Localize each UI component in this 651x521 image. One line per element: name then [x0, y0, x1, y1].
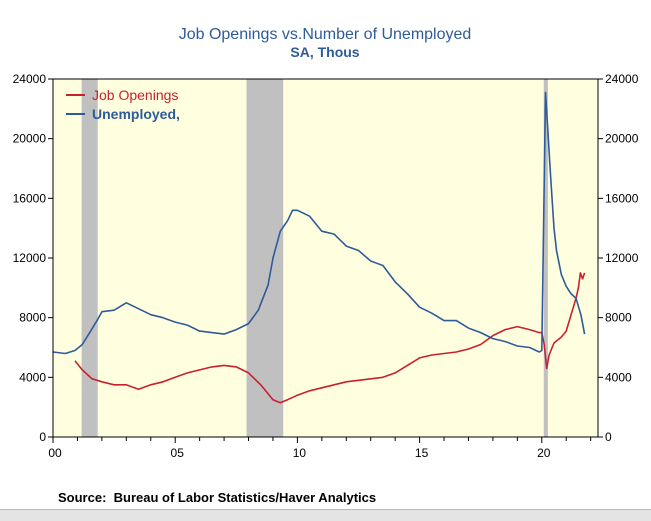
x-tick-label: 10 [293, 446, 307, 460]
y-tick-label-right: 24000 [605, 72, 639, 86]
recession-band-3 [543, 79, 548, 437]
y-tick-label-left: 24000 [13, 72, 47, 86]
y-tick-label-left: 12000 [13, 251, 47, 265]
y-tick-label-right: 16000 [605, 191, 639, 205]
y-tick-label-left: 0 [39, 430, 46, 444]
source-note: Source: Bureau of Labor Statistics/Haver… [58, 490, 377, 505]
y-tick-label-right: 12000 [605, 251, 639, 265]
recession-band-2 [246, 79, 284, 437]
y-tick-label-right: 8000 [605, 311, 632, 325]
legend-label: Unemployed, [92, 106, 180, 122]
legend-label: Job Openings [92, 87, 178, 103]
legend: Job Openings Unemployed, [66, 87, 180, 122]
recession-band-1 [81, 79, 98, 437]
y-tick-label-left: 8000 [19, 311, 46, 325]
chart-subtitle: SA, Thous [290, 44, 359, 60]
y-tick-label-left: 4000 [19, 370, 46, 384]
x-tick-label: 20 [537, 446, 551, 460]
series-lines [52, 91, 586, 404]
x-tick-label: 15 [415, 446, 429, 460]
window-bottom-bar [0, 509, 651, 521]
series-line-unemployed [52, 91, 586, 355]
y-tick-label-right: 20000 [605, 132, 639, 146]
x-tick-label: 00 [48, 446, 62, 460]
plot-background [53, 79, 598, 437]
chart-title: Job Openings vs.Number of Unemployed [179, 26, 472, 43]
y-tick-label-right: 0 [605, 430, 612, 444]
x-tick-label: 05 [171, 446, 185, 460]
series-line-job-openings [74, 272, 586, 404]
y-tick-label-left: 20000 [13, 132, 47, 146]
y-tick-label-left: 16000 [13, 191, 47, 205]
y-tick-label-right: 4000 [605, 370, 632, 384]
